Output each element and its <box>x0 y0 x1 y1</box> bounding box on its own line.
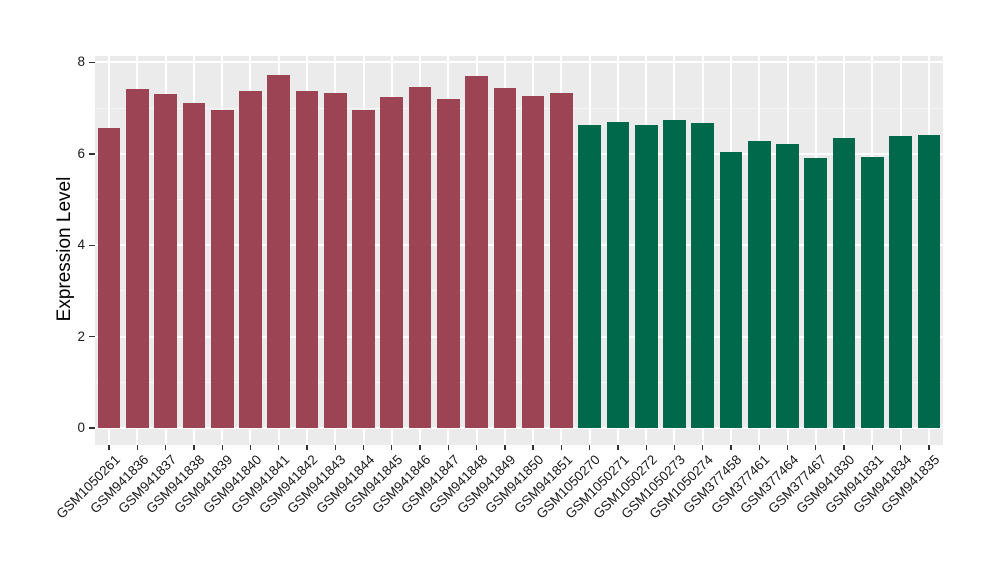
x-tick-mark <box>391 445 393 450</box>
x-tick-mark <box>164 445 167 450</box>
bar <box>917 134 941 429</box>
y-tick-label: 2 <box>77 328 85 344</box>
bar <box>861 157 884 429</box>
bar <box>126 88 149 429</box>
h-gridline-minor <box>95 107 943 109</box>
bar <box>465 76 488 429</box>
x-tick-mark <box>504 445 506 450</box>
x-tick-mark <box>249 445 252 450</box>
x-tick-mark <box>362 445 365 450</box>
h-gridline-major <box>95 244 943 247</box>
h-gridline-minor <box>95 381 943 383</box>
bar <box>182 103 206 429</box>
bar <box>239 90 262 429</box>
x-tick-mark <box>221 445 223 450</box>
bar <box>634 125 658 429</box>
x-tick-mark <box>193 445 195 450</box>
h-gridline-major <box>95 335 943 338</box>
x-tick-mark <box>560 445 563 450</box>
bar <box>380 96 404 429</box>
h-gridline-minor <box>95 199 943 201</box>
x-tick-mark <box>702 445 704 450</box>
x-tick-mark <box>419 445 421 450</box>
x-tick-mark <box>815 445 817 450</box>
bar <box>578 124 601 429</box>
x-tick-mark <box>278 445 280 450</box>
bar <box>437 98 460 429</box>
bar <box>154 93 177 429</box>
x-tick-mark <box>645 445 647 450</box>
y-tick-label: 6 <box>77 145 85 161</box>
bar <box>832 137 856 429</box>
x-tick-mark <box>306 445 308 450</box>
x-tick-mark <box>871 445 874 450</box>
x-tick-mark <box>588 445 591 450</box>
x-tick-mark <box>532 445 534 450</box>
plot-panel <box>95 56 943 445</box>
x-tick-mark <box>730 445 732 450</box>
y-tick-mark <box>89 335 95 338</box>
x-tick-mark <box>673 445 676 450</box>
x-tick-mark <box>617 445 619 450</box>
h-gridline-major <box>95 152 943 155</box>
h-gridline-major <box>95 61 943 64</box>
bar <box>606 121 630 429</box>
y-tick-mark <box>89 427 95 429</box>
h-gridline-minor <box>95 290 943 292</box>
bar <box>691 122 715 429</box>
h-gridline-major <box>95 427 943 430</box>
bar <box>408 86 432 429</box>
y-tick-mark <box>89 153 95 155</box>
bar <box>550 92 573 429</box>
x-tick-mark <box>786 445 789 450</box>
x-tick-mark <box>899 445 902 450</box>
x-tick-mark <box>758 445 760 450</box>
bar <box>804 157 828 429</box>
x-tick-mark <box>136 445 139 450</box>
bar <box>267 74 291 429</box>
bar <box>210 109 234 429</box>
bar <box>493 87 517 429</box>
bar <box>295 91 319 429</box>
x-tick-mark <box>475 445 478 450</box>
x-tick-mark <box>843 445 845 450</box>
bar <box>889 135 912 429</box>
bar <box>776 143 799 429</box>
bar <box>663 119 686 429</box>
bar <box>521 95 545 429</box>
y-tick-mark <box>89 244 95 246</box>
y-tick-label: 8 <box>77 54 85 70</box>
x-tick-mark <box>928 445 930 450</box>
y-tick-label: 0 <box>77 420 85 436</box>
y-tick-mark <box>89 61 95 64</box>
bar <box>323 93 347 429</box>
x-tick-mark <box>108 445 110 450</box>
x-tick-mark <box>447 445 450 450</box>
bar <box>352 109 375 429</box>
x-tick-mark <box>334 445 336 450</box>
bar <box>747 141 771 429</box>
bar <box>97 128 121 429</box>
bar <box>719 151 743 429</box>
y-tick-label: 4 <box>77 237 85 253</box>
